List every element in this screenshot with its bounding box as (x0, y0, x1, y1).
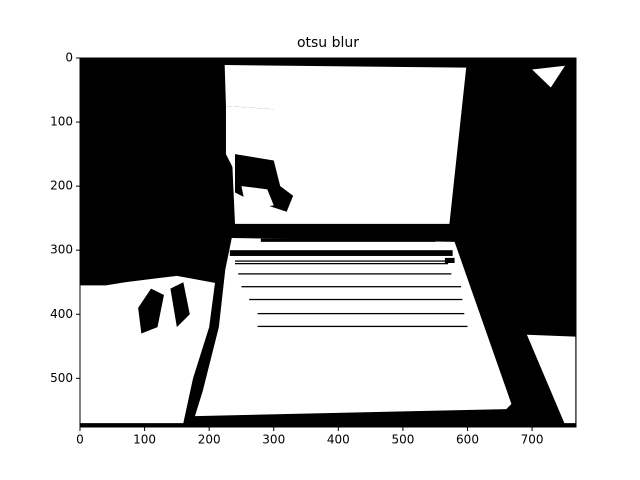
y-tick-label: 400 (50, 307, 73, 321)
x-tick-label: 0 (76, 433, 84, 447)
x-tick-label: 400 (327, 433, 350, 447)
x-tick-label: 300 (262, 433, 285, 447)
y-tick-label: 0 (65, 51, 73, 65)
x-tick-label: 600 (456, 433, 479, 447)
x-tick-label: 200 (198, 433, 221, 447)
axes-frame (79, 57, 577, 428)
y-tick-label: 100 (50, 115, 73, 129)
x-tick-label: 100 (133, 433, 156, 447)
image (80, 58, 576, 428)
x-tick-label: 700 (521, 433, 544, 447)
x-tick-label: 500 (391, 433, 414, 447)
y-tick-label: 200 (50, 179, 73, 193)
chart-title: otsu blur (297, 35, 359, 51)
y-tick-label: 300 (50, 243, 73, 257)
y-tick-label: 500 (50, 371, 73, 385)
